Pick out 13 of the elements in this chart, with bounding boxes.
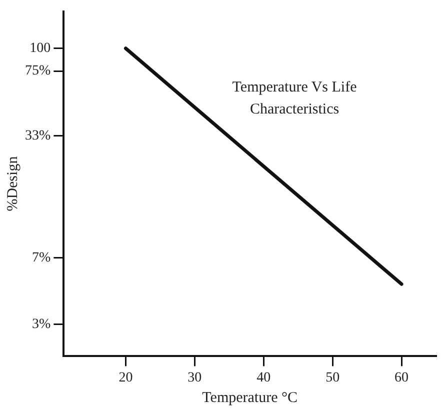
x-tick-label: 20 (118, 370, 133, 386)
annotation: Temperature Vs Life Characteristics (232, 79, 358, 118)
y-tick-label: 75% (24, 64, 51, 79)
y-tick-label: 100 (30, 41, 51, 56)
y-tick-label: 3% (32, 316, 51, 332)
x-axis-title: Temperature °C (202, 390, 298, 406)
x-tick-label: 60 (394, 370, 409, 386)
y-axis-title: %Design (4, 156, 21, 212)
x-tick-label: 50 (326, 370, 340, 386)
y-tick-label: 7% (32, 250, 51, 266)
y-tick-label: 33% (24, 128, 51, 144)
x-tick-label: 40 (256, 370, 271, 386)
x-tick-label: 30 (188, 370, 202, 386)
